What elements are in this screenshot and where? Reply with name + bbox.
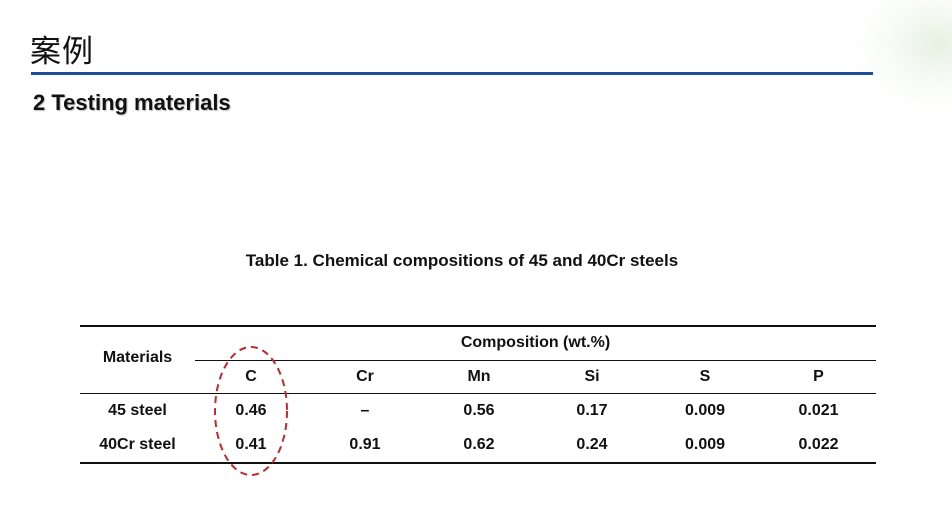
cell-si: 0.24 [576, 436, 608, 453]
column-header-si: Si [584, 368, 600, 385]
column-header-s: S [699, 368, 711, 385]
cell-s: 0.009 [684, 402, 726, 419]
cell-cr: – [360, 402, 370, 419]
table-top-rule [80, 325, 876, 327]
row-material-label: 45 steel [108, 402, 167, 419]
row-material-label: 40Cr steel [99, 436, 176, 453]
cell-c: 0.46 [235, 402, 267, 419]
column-header-c: C [245, 368, 257, 385]
column-header-p: P [813, 368, 824, 385]
cell-mn: 0.62 [463, 436, 495, 453]
materials-header: Materials [102, 349, 173, 366]
cell-mn: 0.56 [463, 402, 495, 419]
composition-group-header: Composition (wt.%) [460, 334, 611, 351]
cell-s: 0.009 [684, 436, 726, 453]
column-header-cr: Cr [356, 368, 374, 385]
table-bottom-rule [80, 462, 876, 464]
title-underline [31, 72, 873, 75]
section-heading: 2 Testing materials [33, 90, 231, 115]
corner-decoration [857, 0, 952, 110]
table-group-rule [195, 360, 876, 361]
cell-p: 0.022 [798, 436, 839, 453]
cell-si: 0.17 [576, 402, 608, 419]
cell-cr: 0.91 [349, 436, 381, 453]
slide-title: 案例 [30, 34, 94, 70]
cell-c: 0.41 [235, 436, 267, 453]
column-header-mn: Mn [467, 368, 491, 385]
table-header-rule [80, 393, 876, 394]
table-caption: Table 1. Chemical compositions of 45 and… [245, 251, 679, 270]
cell-p: 0.021 [798, 402, 839, 419]
